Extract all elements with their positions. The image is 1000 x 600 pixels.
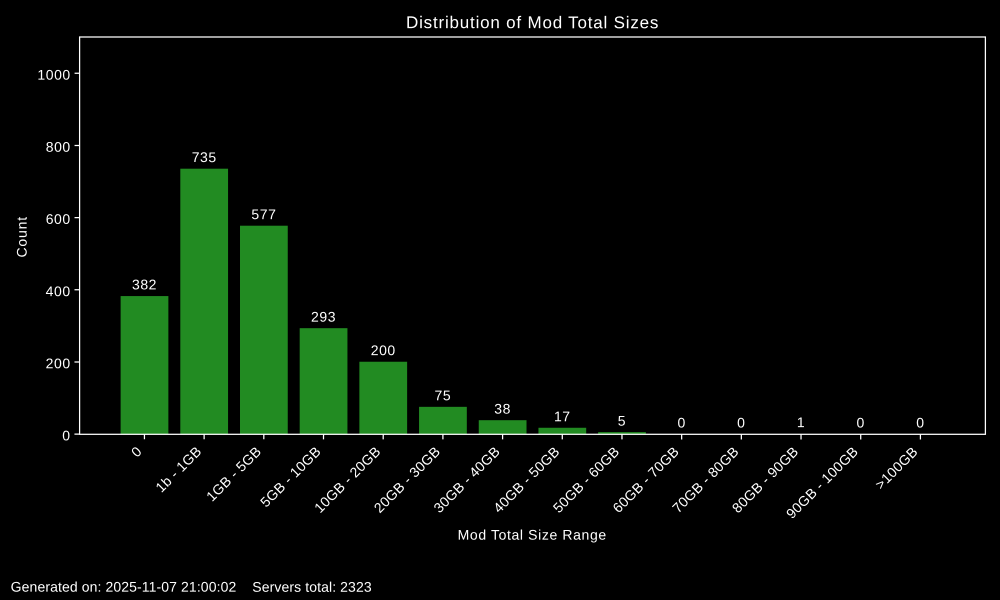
svg-text:577: 577 <box>251 206 276 222</box>
svg-text:200: 200 <box>46 355 71 371</box>
svg-text:735: 735 <box>192 149 217 165</box>
svg-text:1: 1 <box>797 414 805 430</box>
svg-text:200: 200 <box>371 342 396 358</box>
svg-text:0: 0 <box>62 427 70 443</box>
svg-text:293: 293 <box>311 309 336 325</box>
svg-text:0: 0 <box>857 415 865 431</box>
svg-text:>100GB: >100GB <box>872 443 921 492</box>
svg-text:Generated on: 2025-11-07 21:00: Generated on: 2025-11-07 21:00:02 Server… <box>11 579 372 595</box>
svg-text:5GB - 10GB: 5GB - 10GB <box>257 443 324 510</box>
svg-text:0: 0 <box>737 414 745 430</box>
svg-text:382: 382 <box>132 276 157 292</box>
svg-text:0: 0 <box>916 415 924 431</box>
svg-text:Count: Count <box>14 216 30 257</box>
svg-text:1GB - 5GB: 1GB - 5GB <box>203 443 264 504</box>
svg-text:800: 800 <box>46 139 71 155</box>
svg-text:75: 75 <box>435 387 452 403</box>
svg-text:5: 5 <box>618 413 626 429</box>
svg-text:400: 400 <box>46 283 71 299</box>
svg-text:Distribution of Mod Total Size: Distribution of Mod Total Sizes <box>406 13 659 32</box>
svg-text:0: 0 <box>128 443 145 460</box>
svg-text:1b - 1GB: 1b - 1GB <box>152 443 204 495</box>
svg-text:17: 17 <box>554 408 571 424</box>
svg-text:0: 0 <box>677 414 685 430</box>
svg-text:Mod Total Size Range: Mod Total Size Range <box>458 527 607 543</box>
svg-text:600: 600 <box>46 211 71 227</box>
svg-text:38: 38 <box>494 401 511 417</box>
svg-text:1000: 1000 <box>37 67 70 83</box>
